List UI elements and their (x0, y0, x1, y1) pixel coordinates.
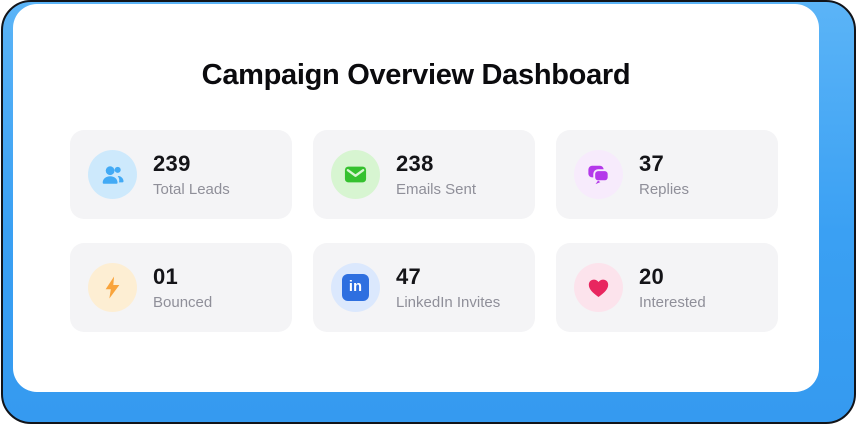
stat-label: Bounced (153, 293, 213, 311)
linkedin-icon: in (342, 274, 369, 301)
stat-value: 20 (639, 263, 665, 289)
stat-value: 238 (396, 150, 434, 176)
stat-text: 239 Total Leads (153, 151, 230, 199)
stat-label: Total Leads (153, 180, 230, 198)
envelope-icon-circle (331, 150, 380, 199)
stat-text: 20 Interested (639, 264, 706, 312)
stat-text: 238 Emails Sent (396, 151, 476, 199)
heart-icon-circle (574, 263, 623, 312)
heart-icon (588, 279, 609, 297)
stats-grid: 239 Total Leads 238 Emails Sent (70, 130, 819, 332)
stat-label: Replies (639, 180, 690, 198)
stat-label: Emails Sent (396, 180, 477, 198)
stat-value: 37 (639, 150, 665, 176)
stat-card-interested: 20 Interested (556, 243, 778, 332)
stat-text: 37 Replies (639, 151, 689, 199)
envelope-icon (344, 166, 367, 183)
stat-text: 01 Bounced (153, 264, 212, 312)
stat-card-linkedin-invites: in 47 LinkedIn Invites (313, 243, 535, 332)
stat-text: 47 LinkedIn Invites (396, 264, 500, 312)
page-title: Campaign Overview Dashboard (201, 59, 631, 91)
linkedin-icon-circle: in (331, 263, 380, 312)
chat-bubbles-icon-circle (574, 150, 623, 199)
stat-card-bounced: 01 Bounced (70, 243, 292, 332)
users-icon-circle (88, 150, 137, 199)
stat-value: 239 (153, 150, 191, 176)
stat-card-replies: 37 Replies (556, 130, 778, 219)
stat-card-emails-sent: 238 Emails Sent (313, 130, 535, 219)
stat-value: 01 (153, 263, 179, 289)
stat-label: Interested (639, 293, 706, 311)
lightning-icon (105, 276, 120, 299)
stat-value: 47 (396, 263, 422, 289)
users-icon (102, 166, 124, 184)
stat-label: LinkedIn Invites (396, 293, 501, 311)
stat-card-total-leads: 239 Total Leads (70, 130, 292, 219)
dashboard-card: Campaign Overview Dashboard 239 Total Le… (13, 4, 819, 392)
chat-bubbles-icon (588, 165, 610, 185)
lightning-icon-circle (88, 263, 137, 312)
